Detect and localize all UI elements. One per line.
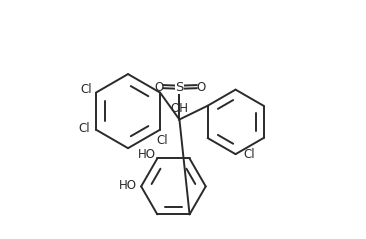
- Text: Cl: Cl: [243, 148, 254, 161]
- Text: O: O: [154, 81, 164, 94]
- Text: Cl: Cl: [78, 122, 90, 135]
- Text: O: O: [196, 81, 206, 94]
- Text: S: S: [175, 81, 184, 94]
- Text: OH: OH: [171, 102, 188, 115]
- Text: HO: HO: [119, 179, 137, 192]
- Text: Cl: Cl: [81, 82, 92, 96]
- Text: HO: HO: [138, 148, 156, 161]
- Text: Cl: Cl: [157, 134, 168, 147]
